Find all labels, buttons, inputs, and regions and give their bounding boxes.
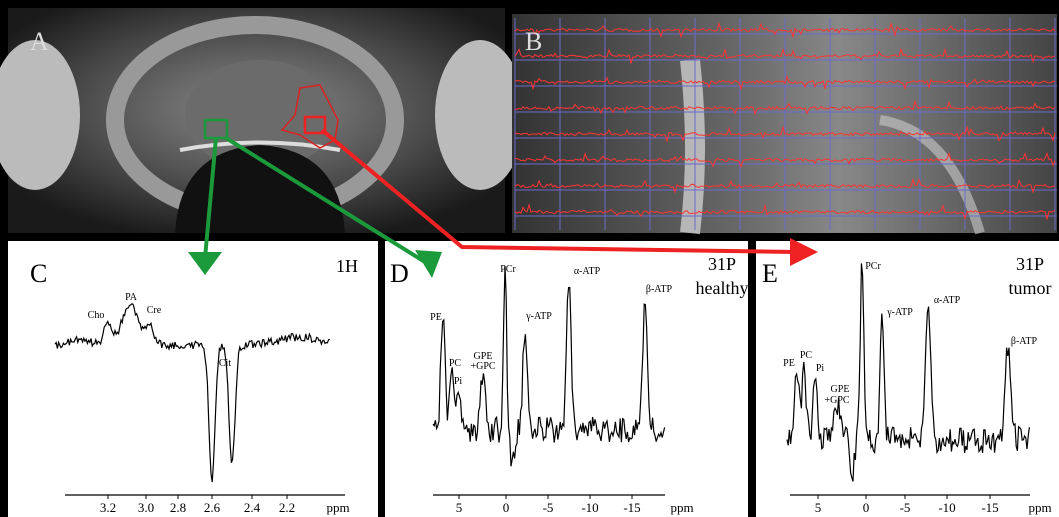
peak-label: PC <box>800 350 813 361</box>
tick-label: 0 <box>503 500 510 515</box>
tick-label: 2.6 <box>204 500 221 515</box>
panel-label: D <box>390 259 409 288</box>
tick-label: -15 <box>981 500 998 515</box>
peak-label: β-ATP <box>646 284 673 295</box>
axis-unit: ppm <box>1028 500 1051 515</box>
tick-label: 5 <box>456 500 463 515</box>
peak-label: α-ATP <box>934 295 961 306</box>
nucleus: 1H <box>336 256 358 276</box>
axis-unit: ppm <box>326 500 349 515</box>
peak-label: α-ATP <box>574 266 601 277</box>
nucleus: 31P <box>1016 254 1044 274</box>
peak-label: PA <box>125 292 138 303</box>
peak-label: PCr <box>865 261 881 272</box>
panel-c-bg <box>8 241 378 517</box>
peak-label: Cre <box>147 305 162 316</box>
figure: A B C D E 1H 31P healthy 31P tumor Cho PA Cre Cit PE PC… <box>0 0 1059 517</box>
panel-label: A <box>30 27 49 56</box>
panel-label: E <box>762 259 778 288</box>
tick-label: -10 <box>938 500 955 515</box>
peak-label: +GPC <box>824 395 849 406</box>
panel-a-image <box>0 8 525 233</box>
peak-label: Pi <box>816 363 825 374</box>
panel-label: B <box>525 27 542 56</box>
peak-label: +GPC <box>470 361 495 372</box>
tick-label: -15 <box>623 500 640 515</box>
peak-label: GPE <box>831 384 850 395</box>
peak-label: γ-ATP <box>886 307 913 318</box>
tick-label: 2.4 <box>244 500 261 515</box>
nucleus: 31P <box>708 254 736 274</box>
peak-label: β-ATP <box>1011 336 1038 347</box>
tick-label: 2.2 <box>279 500 295 515</box>
peak-label: PC <box>449 358 462 369</box>
peak-label: γ-ATP <box>525 311 552 322</box>
peak-label: Pi <box>454 376 463 387</box>
peak-label: Cit <box>219 358 231 369</box>
tick-label: 0 <box>863 500 870 515</box>
panel-label: C <box>30 259 47 288</box>
tick-label: 5 <box>815 500 822 515</box>
panel-b-image <box>512 14 1057 233</box>
peak-label: PE <box>783 358 795 369</box>
peak-label: Cho <box>88 310 105 321</box>
tick-label: 3.2 <box>100 500 116 515</box>
tissue: healthy <box>696 278 749 298</box>
tick-label: 2.8 <box>170 500 186 515</box>
tick-label: 3.0 <box>138 500 154 515</box>
tissue: tumor <box>1009 278 1052 298</box>
tick-label: -10 <box>581 500 598 515</box>
axis-unit: ppm <box>670 500 693 515</box>
peak-label: PCr <box>500 264 516 275</box>
tick-label: -5 <box>543 500 554 515</box>
tick-label: -5 <box>900 500 911 515</box>
peak-label: PE <box>430 312 442 323</box>
